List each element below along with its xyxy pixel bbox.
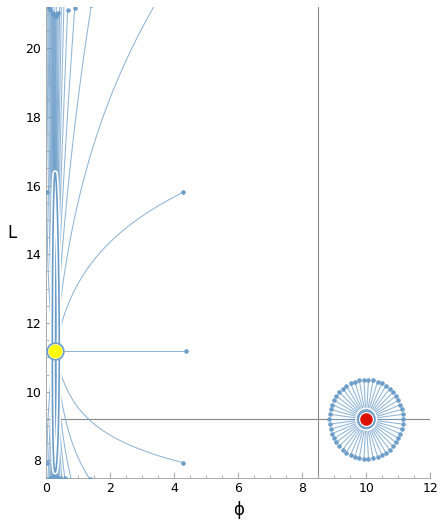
X-axis label: ϕ: ϕ — [233, 501, 243, 519]
Y-axis label: L: L — [7, 224, 16, 242]
